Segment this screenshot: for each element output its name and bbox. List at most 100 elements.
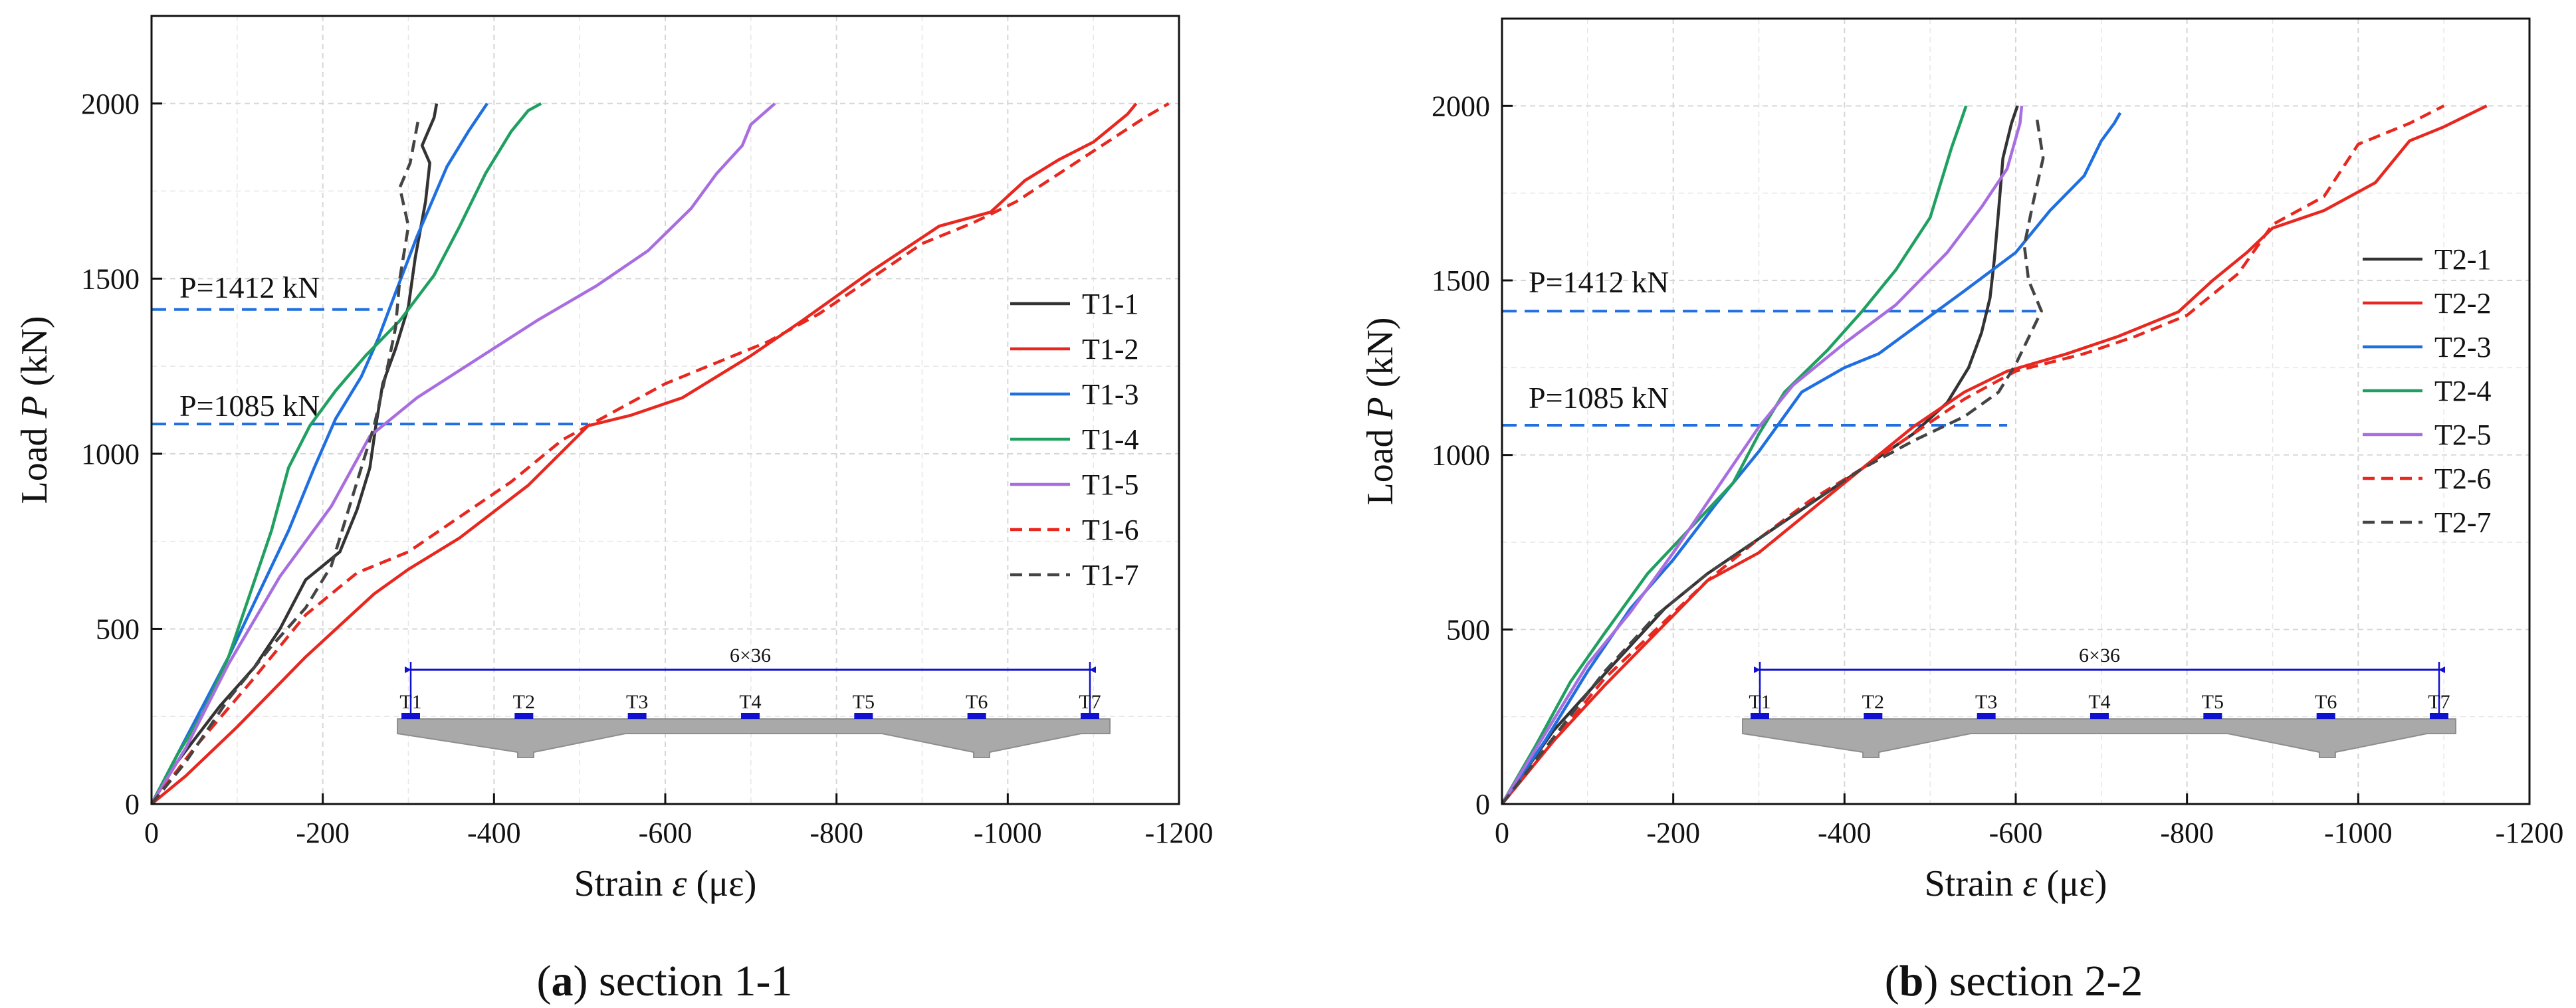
- series-lines: [1501, 104, 2488, 805]
- x-tick-label: -400: [467, 817, 521, 849]
- x-axis-label: Strain ε (με): [1925, 863, 2107, 904]
- panel-caption: (b) section 2-2: [1885, 957, 2143, 1005]
- legend-label: T2-1: [2434, 243, 2492, 276]
- sensor-label: T4: [2088, 691, 2110, 713]
- series-line-t2-6: [1501, 104, 2445, 805]
- y-tick-label: 500: [96, 613, 140, 645]
- series-line-t1-4: [150, 102, 542, 805]
- x-tick-label: -1200: [1145, 817, 1214, 849]
- sensor-label: T7: [1079, 691, 1101, 713]
- legend-label: T1-7: [1082, 559, 1139, 591]
- legend-label: T1-3: [1082, 378, 1139, 411]
- x-tick-label: -200: [296, 817, 350, 849]
- y-axis-label: Load P (kN): [14, 316, 55, 504]
- x-tick-label: -800: [809, 817, 863, 849]
- strain-gauge-marker: [627, 713, 647, 719]
- sensor-label: T6: [966, 691, 988, 713]
- y-axis-label: Load P (kN): [1360, 317, 1401, 505]
- x-tick-label: 0: [144, 817, 159, 849]
- legend: T1-1 T1-2 T1-3 T1-4 T1-5 T1-6 T1-7: [1010, 288, 1139, 591]
- sensor-label: T1: [1749, 691, 1771, 713]
- strain-gauge-marker: [514, 713, 534, 719]
- y-tick-label: 500: [1446, 613, 1490, 646]
- series-line-t2-7: [1501, 119, 2045, 805]
- x-tick-label: -800: [2160, 817, 2214, 849]
- reference-lines: P=1412 kN P=1085 kN: [152, 270, 589, 426]
- series-lines: [150, 102, 1170, 805]
- strain-gauge-marker: [2203, 713, 2222, 719]
- sensor-label: T2: [1862, 691, 1884, 713]
- x-axis-label: Strain ε (με): [574, 863, 757, 904]
- reference-line-label: P=1412 kN: [179, 270, 320, 304]
- x-tick-label: -400: [1818, 817, 1872, 849]
- y-tick-label: 2000: [81, 88, 140, 120]
- x-tick-label: -600: [1989, 817, 2043, 849]
- girder-section: [397, 718, 1111, 758]
- series-line-t2-1: [1501, 105, 2019, 805]
- y-tick-label: 1000: [81, 438, 140, 470]
- sensor-label: T3: [626, 691, 648, 713]
- y-tick-label: 2000: [1432, 90, 1490, 122]
- strain-gauge-marker: [1751, 713, 1769, 719]
- legend-label: T1-5: [1082, 468, 1139, 501]
- panel-caption: (a) section 1-1: [537, 957, 793, 1005]
- legend-label: T2-6: [2434, 462, 2492, 495]
- legend-label: T2-5: [2434, 419, 2492, 451]
- reference-line-label: P=1085 kN: [1529, 381, 1669, 415]
- y-tick-label: 0: [125, 788, 140, 821]
- grid: [152, 16, 1180, 804]
- sensor-label: T3: [1975, 691, 1997, 713]
- reference-line-label: P=1085 kN: [179, 389, 320, 423]
- x-tick-label: -600: [639, 817, 693, 849]
- strain-gauge-marker: [967, 713, 986, 719]
- strain-gauge-marker: [854, 713, 873, 719]
- y-tick-label: 1500: [1432, 264, 1490, 297]
- y-tick-label: 1000: [1432, 439, 1490, 472]
- legend-label: T1-6: [1082, 514, 1139, 546]
- sensor-label: T5: [853, 691, 875, 713]
- axis-ticks: 0 -200 -400 -600 -800 -1000 -1200 0 500 1000 1500 2…: [1432, 90, 2563, 849]
- legend-label: T1-1: [1082, 288, 1139, 320]
- strain-gauge-marker: [2090, 713, 2109, 719]
- y-tick-label: 1500: [81, 262, 140, 295]
- series-line-t1-2: [150, 102, 1138, 805]
- chart-panel-a: P=1412 kN P=1085 kN 0 -200 -400 -600 -800 -100…: [14, 15, 1213, 1005]
- sensor-label: T5: [2202, 691, 2224, 713]
- legend: T2-1 T2-2 T2-3 T2-4 T2-5 T2-6 T2-7: [2363, 243, 2492, 539]
- legend-label: T2-3: [2434, 331, 2492, 363]
- y-tick-label: 0: [1475, 788, 1490, 821]
- x-tick-label: -1000: [974, 817, 1042, 849]
- series-line-t1-3: [150, 102, 488, 805]
- strain-gauge-marker: [401, 713, 420, 719]
- strain-gauge-marker: [2430, 713, 2448, 719]
- girder-section: [1742, 718, 2456, 758]
- sensor-label: T4: [739, 691, 761, 713]
- series-line-t2-3: [1501, 112, 2122, 805]
- reference-line-label: P=1412 kN: [1529, 265, 1669, 299]
- strain-gauge-marker: [1864, 713, 1883, 719]
- legend-label: T1-2: [1082, 333, 1139, 365]
- legend-label: T2-2: [2434, 287, 2492, 320]
- axis-ticks: 0 -200 -400 -600 -800 -1000 -1200 0 500 1000 1500 2…: [81, 88, 1213, 849]
- series-line-t1-5: [150, 102, 776, 805]
- dimension-label: 6×36: [730, 645, 771, 666]
- sensor-label: T6: [2315, 691, 2337, 713]
- sensor-label: T7: [2428, 691, 2450, 713]
- dimension-label: 6×36: [2079, 645, 2120, 666]
- cross-section-diagram: 6×36 T1 T2 T3 T4 T5 T6 T7: [397, 645, 1111, 758]
- legend-label: T2-7: [2434, 506, 2492, 539]
- series-line-t1-7: [150, 117, 421, 805]
- x-tick-label: 0: [1495, 817, 1509, 849]
- legend-label: T1-4: [1082, 423, 1139, 456]
- sensor-label: T2: [513, 691, 535, 713]
- series-line-t2-5: [1501, 106, 2024, 805]
- x-tick-label: -1000: [2324, 817, 2393, 849]
- strain-gauge-marker: [1081, 713, 1099, 719]
- chart-panel-b: P=1412 kN P=1085 kN 0 -200 -400 -600 -800 -100…: [1360, 17, 2563, 1005]
- cross-section-diagram: 6×36 T1 T2 T3 T4 T5 T6 T7: [1742, 645, 2456, 758]
- strain-gauge-marker: [741, 713, 760, 719]
- sensor-label: T1: [399, 691, 421, 713]
- x-tick-label: -1200: [2496, 817, 2564, 849]
- strain-gauge-marker: [1977, 713, 1996, 719]
